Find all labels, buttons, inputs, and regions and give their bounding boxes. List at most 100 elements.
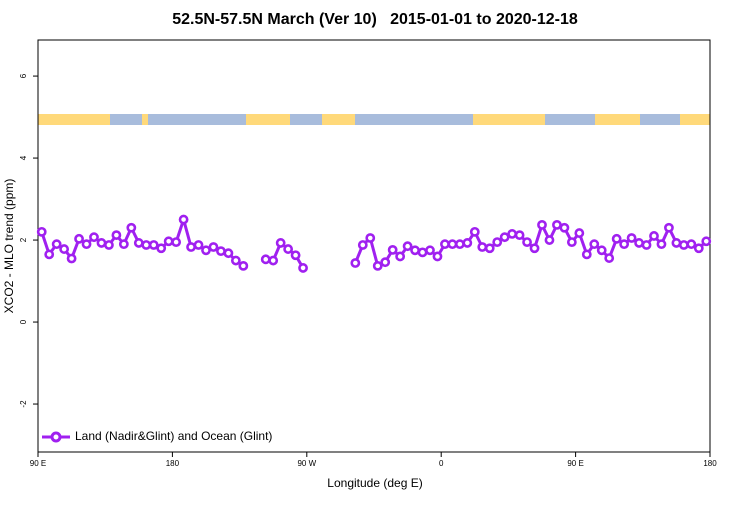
- data-point: [574, 228, 585, 238]
- data-point: [544, 235, 555, 245]
- y-tick-label: 2: [19, 237, 28, 242]
- data-point: [216, 246, 226, 257]
- x-tick-label: 180: [703, 459, 717, 468]
- legend: Land (Nadir&Glint) and Ocean (Glint): [42, 429, 272, 443]
- data-point: [163, 236, 174, 247]
- data-point: [499, 232, 510, 243]
- data-point: [462, 238, 473, 248]
- data-point: [193, 240, 204, 250]
- data-point: [477, 242, 488, 252]
- data-point: [357, 240, 368, 250]
- data-point: [492, 237, 503, 248]
- data-point: [522, 237, 532, 248]
- data-point: [171, 237, 182, 248]
- data-point: [275, 238, 286, 248]
- legend-label: Land (Nadir&Glint) and Ocean (Glint): [75, 429, 272, 443]
- data-point: [410, 245, 420, 256]
- data-point: [581, 249, 592, 260]
- x-tick-label: 180: [166, 459, 180, 468]
- y-tick-label: -2: [19, 400, 28, 408]
- data-point: [148, 240, 159, 250]
- data-point: [44, 249, 55, 260]
- data-point: [66, 253, 77, 264]
- y-axis-label: XCO2 - MLO trend (ppm): [2, 179, 16, 314]
- data-point: [223, 248, 234, 259]
- data-point: [671, 238, 682, 248]
- y-tick-label: 6: [19, 73, 28, 78]
- data-point: [365, 233, 376, 243]
- data-point: [440, 239, 450, 250]
- data-point: [693, 243, 704, 254]
- data-point: [432, 251, 443, 262]
- data-point: [230, 255, 241, 266]
- data-point: [454, 239, 465, 250]
- data-point: [604, 253, 615, 263]
- data-point: [387, 244, 398, 255]
- plot-frame: [37, 39, 711, 453]
- x-axis-label: Longitude (deg E): [327, 476, 422, 490]
- land-ocean-strip: [38, 114, 710, 125]
- data-point: [118, 239, 129, 250]
- data-point: [36, 226, 47, 237]
- data-point: [559, 222, 570, 233]
- data-point: [425, 245, 435, 256]
- data-point: [417, 247, 428, 258]
- data-point: [619, 239, 630, 250]
- data-point: [208, 242, 219, 252]
- data-point: [96, 238, 107, 248]
- data-point: [402, 241, 413, 252]
- y-tick-label: 0: [19, 319, 28, 324]
- data-point: [611, 233, 622, 244]
- data-point: [596, 245, 607, 256]
- data-point: [469, 226, 480, 237]
- legend-marker: [50, 431, 62, 443]
- data-point: [686, 239, 697, 250]
- data-point: [656, 239, 667, 250]
- data-point: [380, 257, 391, 268]
- chart-title: 52.5N-57.5N March (Ver 10) 2015-01-01 to…: [172, 11, 578, 28]
- data-point: [589, 239, 600, 250]
- data-point: [201, 245, 211, 256]
- data-point: [104, 240, 114, 250]
- data-point: [701, 236, 712, 247]
- x-tick-label: 90 W: [297, 459, 316, 468]
- data-point: [59, 244, 70, 254]
- data-point: [529, 243, 540, 254]
- data-point: [649, 231, 659, 241]
- data-point: [566, 237, 577, 248]
- data-point: [81, 239, 92, 250]
- data-point: [514, 230, 525, 241]
- data-point: [634, 238, 644, 248]
- data-point: [260, 254, 271, 265]
- x-tick-label: 90 E: [567, 459, 583, 468]
- x-tick-label: 90 E: [30, 459, 46, 468]
- data-point: [290, 250, 301, 261]
- data-point: [664, 222, 674, 233]
- data-point: [111, 230, 122, 241]
- data-point: [678, 240, 689, 250]
- data-point: [126, 222, 137, 233]
- data-point: [74, 233, 84, 244]
- data-point: [51, 239, 62, 250]
- data-point: [484, 243, 495, 254]
- data-point: [507, 229, 518, 239]
- data-point: [552, 219, 562, 230]
- data-point: [141, 240, 152, 250]
- data-point: [537, 219, 547, 230]
- data-point: [626, 233, 637, 243]
- data-point: [283, 244, 294, 254]
- y-tick-label: 4: [19, 155, 28, 160]
- x-tick-label: 0: [439, 459, 444, 468]
- data-point: [641, 240, 652, 250]
- data-point: [89, 232, 99, 243]
- data-point: [447, 239, 458, 250]
- data-point: [395, 251, 406, 262]
- data-point: [156, 243, 167, 254]
- data-point: [133, 238, 144, 248]
- data-point: [372, 260, 383, 271]
- data-point: [350, 258, 361, 268]
- data-point: [268, 255, 279, 266]
- data-point: [186, 242, 196, 252]
- data-point: [238, 260, 249, 271]
